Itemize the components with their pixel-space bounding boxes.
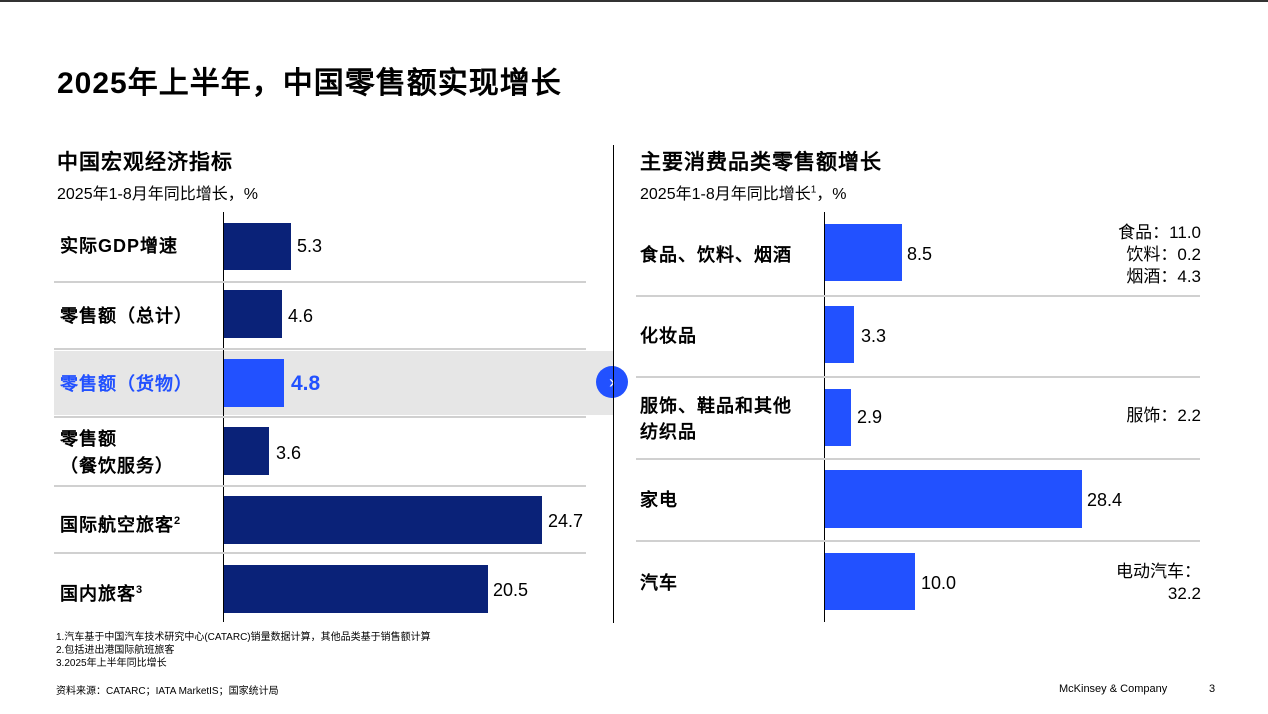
row-separator (636, 458, 1200, 460)
bar-retail-total (224, 290, 282, 338)
footnote-2: 2.包括进出港国际航班旅客 (56, 645, 175, 656)
right-panel-subtitle: 2025年1-8月年同比增长1，% (640, 180, 847, 204)
bar-value-domestic: 20.5 (493, 580, 529, 600)
bar-label-intl-air: 国际航空旅客2 (60, 508, 181, 538)
note-ev-value: 32.2 (1167, 584, 1201, 603)
bar-label-domestic-text: 国内旅客 (60, 584, 136, 604)
row-separator (54, 552, 586, 554)
left-panel-title: 中国宏观经济指标 (57, 151, 233, 174)
bar-value-apparel: 2.9 (857, 407, 883, 427)
page-title: 2025年上半年，中国零售额实现增长 (57, 67, 562, 100)
bar-label-food: 食品、饮料、烟酒 (640, 245, 792, 265)
bar-retail-goods (224, 359, 284, 407)
bar-label-intl-air-text: 国际航空旅客 (60, 515, 174, 535)
footnote-3: 3.2025年上半年同比增长 (56, 658, 167, 669)
bar-label-catering-line1: 零售额 (60, 429, 117, 449)
bar-apparel (825, 389, 851, 446)
bar-value-gdp: 5.3 (297, 236, 323, 256)
bar-label-apparel-line2: 纺织品 (640, 422, 697, 442)
bar-label-appliances: 家电 (640, 490, 678, 510)
note-food: 食品：11.0 饮料：0.2 烟酒：4.3 (1060, 222, 1201, 288)
row-separator (54, 485, 586, 487)
bar-value-intl-air: 24.7 (548, 511, 584, 531)
bar-food (825, 224, 902, 281)
bar-domestic (224, 565, 488, 613)
footnote-ref-1: 1 (810, 184, 817, 196)
note-apparel-line: 服饰：2.2 (1126, 406, 1201, 425)
footnote-ref-3: 3 (136, 584, 144, 596)
bar-value-appliances: 28.4 (1087, 490, 1123, 510)
row-separator (54, 416, 586, 418)
bar-label-apparel-line1: 服饰、鞋品和其他 (640, 396, 792, 416)
footnotes: 1.汽车基于中国汽车技术研究中心(CATARC)销量数据计算，其他品类基于销售额… (56, 631, 431, 670)
bar-label-autos: 汽车 (640, 573, 678, 593)
chevron-right-icon: › (609, 371, 615, 392)
brand-name: McKinsey & Company (1059, 683, 1168, 695)
bar-label-retail-total: 零售额（总计） (60, 306, 193, 326)
bar-value-retail-total: 4.6 (288, 306, 314, 326)
right-panel-title: 主要消费品类零售额增长 (640, 151, 882, 174)
note-apparel: 服饰：2.2 (1060, 405, 1201, 427)
bar-cosmetics (825, 306, 854, 363)
footnote-ref-2: 2 (174, 515, 182, 527)
top-border (0, 0, 1268, 2)
row-separator (636, 295, 1200, 297)
note-ev-label: 电动汽车： (1116, 562, 1201, 581)
bar-label-cosmetics: 化妆品 (640, 326, 697, 346)
bar-value-retail-goods: 4.8 (291, 372, 321, 395)
row-separator (636, 540, 1200, 542)
note-food-line: 食品：11.0 (1118, 223, 1201, 242)
note-tobacco-line: 烟酒：4.3 (1126, 267, 1201, 286)
page-number: 3 (1209, 683, 1216, 695)
row-separator (54, 348, 586, 350)
footnote-1: 1.汽车基于中国汽车技术研究中心(CATARC)销量数据计算，其他品类基于销售额… (56, 632, 431, 643)
note-beverage-line: 饮料：0.2 (1126, 245, 1201, 264)
bar-value-catering: 3.6 (276, 443, 302, 463)
row-separator (54, 281, 586, 283)
panel-divider (613, 145, 614, 623)
row-separator (636, 376, 1200, 378)
bar-gdp (224, 223, 291, 270)
bar-value-autos: 10.0 (921, 573, 957, 593)
right-subtitle-text: 2025年1-8月年同比增长 (640, 186, 811, 203)
bar-value-food: 8.5 (907, 244, 933, 264)
bar-label-gdp: 实际GDP增速 (60, 236, 179, 256)
bar-appliances (825, 470, 1082, 528)
note-ev: 电动汽车： 32.2 (1060, 561, 1201, 605)
bar-intl-air (224, 496, 542, 544)
bar-autos (825, 553, 915, 610)
highlight-row-bg (54, 351, 614, 415)
left-panel-subtitle: 2025年1-8月年同比增长，% (57, 186, 258, 203)
right-chart-axis (824, 212, 825, 622)
bar-value-cosmetics: 3.3 (861, 326, 887, 346)
bar-label-catering-line2: （餐饮服务） (60, 456, 174, 476)
next-arrow-button[interactable]: › (596, 366, 628, 398)
right-subtitle-tail: ，% (816, 186, 847, 203)
bar-catering (224, 427, 269, 475)
source-note: 资料来源：CATARC；IATA MarketIS；国家统计局 (56, 686, 279, 697)
bar-label-domestic: 国内旅客3 (60, 577, 143, 607)
bar-label-retail-goods: 零售额（货物） (60, 374, 193, 394)
